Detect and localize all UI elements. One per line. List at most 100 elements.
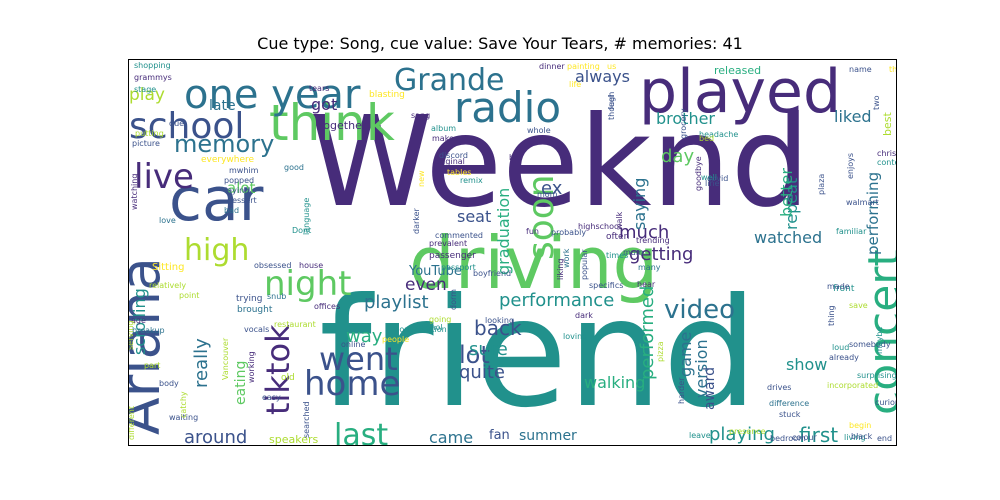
word-video: video — [664, 295, 735, 325]
word-breakup: breakup — [132, 326, 165, 335]
word-though: though — [607, 92, 616, 120]
word-looking: looking — [485, 316, 514, 325]
word-plaza: plaza — [817, 174, 826, 195]
word-many: many — [638, 263, 661, 272]
word-bad: bad — [224, 206, 239, 215]
word-play: play — [129, 85, 165, 105]
word-brother: brother — [656, 109, 715, 128]
word-enjoys: enjoys — [846, 153, 855, 179]
word-headache: headache — [699, 130, 738, 139]
word-grocery: grocery — [679, 108, 688, 139]
word-back: back — [474, 316, 522, 340]
word-work: work — [562, 248, 571, 268]
word-incorporated: incorporated — [827, 381, 878, 390]
word-darker: darker — [412, 207, 421, 234]
word-makes: makes — [432, 134, 458, 143]
word-part: part — [144, 361, 160, 370]
word-offices: offices — [314, 302, 340, 311]
word-one-year: one year — [184, 72, 361, 118]
word-released: released — [714, 64, 761, 77]
word-tiktok: tiktok — [259, 324, 297, 415]
word-familiar: familiar — [836, 227, 867, 236]
word-performance: performance — [499, 290, 614, 311]
word-tables: tables — [447, 168, 471, 177]
word-begin: begin — [849, 421, 871, 430]
word-conversation: conversation — [395, 325, 447, 334]
word-snub: snub — [267, 292, 286, 301]
word-last: last — [334, 418, 388, 445]
word-saying: saying — [630, 178, 649, 230]
word-harder: harder — [677, 377, 686, 404]
word-pizza: pizza — [656, 341, 665, 362]
word-show: show — [786, 355, 827, 374]
word-radio: radio — [454, 83, 561, 132]
word-album: album — [431, 124, 456, 133]
word-performed: performed — [637, 286, 658, 380]
word-old: old — [281, 373, 295, 383]
word-presence: presence — [729, 427, 766, 436]
word-version: version — [692, 339, 711, 398]
word-save: save — [849, 301, 868, 310]
word-eating: eating — [233, 361, 249, 405]
word-drives: drives — [767, 383, 791, 392]
word-living: living — [844, 433, 866, 442]
word-brought: brought — [237, 305, 273, 315]
word-hear: hear — [637, 280, 656, 289]
word-alcohol: alcohol — [414, 323, 443, 332]
word-better: better — [777, 168, 796, 217]
word-together: together — [319, 119, 367, 132]
word-thing: thing — [827, 305, 836, 326]
word-memory: memory — [174, 130, 274, 158]
word-came: came — [429, 428, 473, 445]
word-specifics: specifics — [589, 281, 623, 290]
word-driving: driving — [409, 221, 658, 305]
word-covid: covid — [707, 174, 728, 183]
word-car: car — [169, 165, 264, 235]
word-love: love — [159, 216, 176, 225]
word-original: original — [435, 157, 465, 166]
word-night: night — [264, 264, 351, 304]
word-speakers: speakers — [269, 433, 318, 445]
word-whole: whole — [527, 126, 551, 135]
word-age: age — [131, 316, 146, 325]
word-boyfriend: boyfriend — [473, 269, 511, 278]
word-end: end — [877, 434, 892, 443]
word-passport: passport — [441, 263, 476, 272]
word-due: due — [169, 119, 184, 128]
word-popped: popped — [224, 176, 254, 185]
word-content: content — [877, 158, 896, 167]
word-youtube: YouTube — [408, 264, 462, 279]
word-body: body — [159, 379, 179, 388]
word-summer: summer — [519, 428, 577, 444]
word-thought: thought — [889, 65, 896, 74]
word-fan: fan — [489, 428, 510, 443]
word-dinner: dinner — [539, 62, 565, 71]
word-often: often — [606, 232, 629, 242]
word-stage: stage — [134, 85, 156, 94]
word-easy: easy — [262, 393, 281, 402]
word-ariana: Ariana — [129, 257, 172, 435]
word-mum: mum — [623, 248, 644, 257]
word-best: best — [881, 112, 894, 136]
word-commented: commented — [435, 231, 483, 240]
word-playlist: playlist — [364, 292, 429, 313]
word-putting: putting — [135, 129, 164, 138]
word-house: house — [299, 261, 323, 270]
word-picture: picture — [132, 139, 160, 148]
word-bedroom: bedroom — [770, 434, 806, 443]
word-people: people — [382, 335, 409, 344]
word-name: name — [849, 65, 872, 74]
word-well: well — [701, 173, 717, 182]
word-high: high — [184, 233, 249, 268]
word-good: good — [284, 163, 304, 172]
word-highschool: highschool — [578, 222, 621, 231]
word-got: got — [311, 95, 337, 114]
word-dont: Dont — [292, 226, 311, 235]
word-grande: Grande — [394, 63, 504, 98]
word-black: black — [851, 432, 873, 441]
word-game: game — [676, 332, 695, 377]
word-loving: loving — [563, 332, 587, 341]
word-popular: popular — [580, 249, 589, 280]
word-think: think — [269, 94, 395, 152]
word-curious: curious — [875, 398, 896, 407]
